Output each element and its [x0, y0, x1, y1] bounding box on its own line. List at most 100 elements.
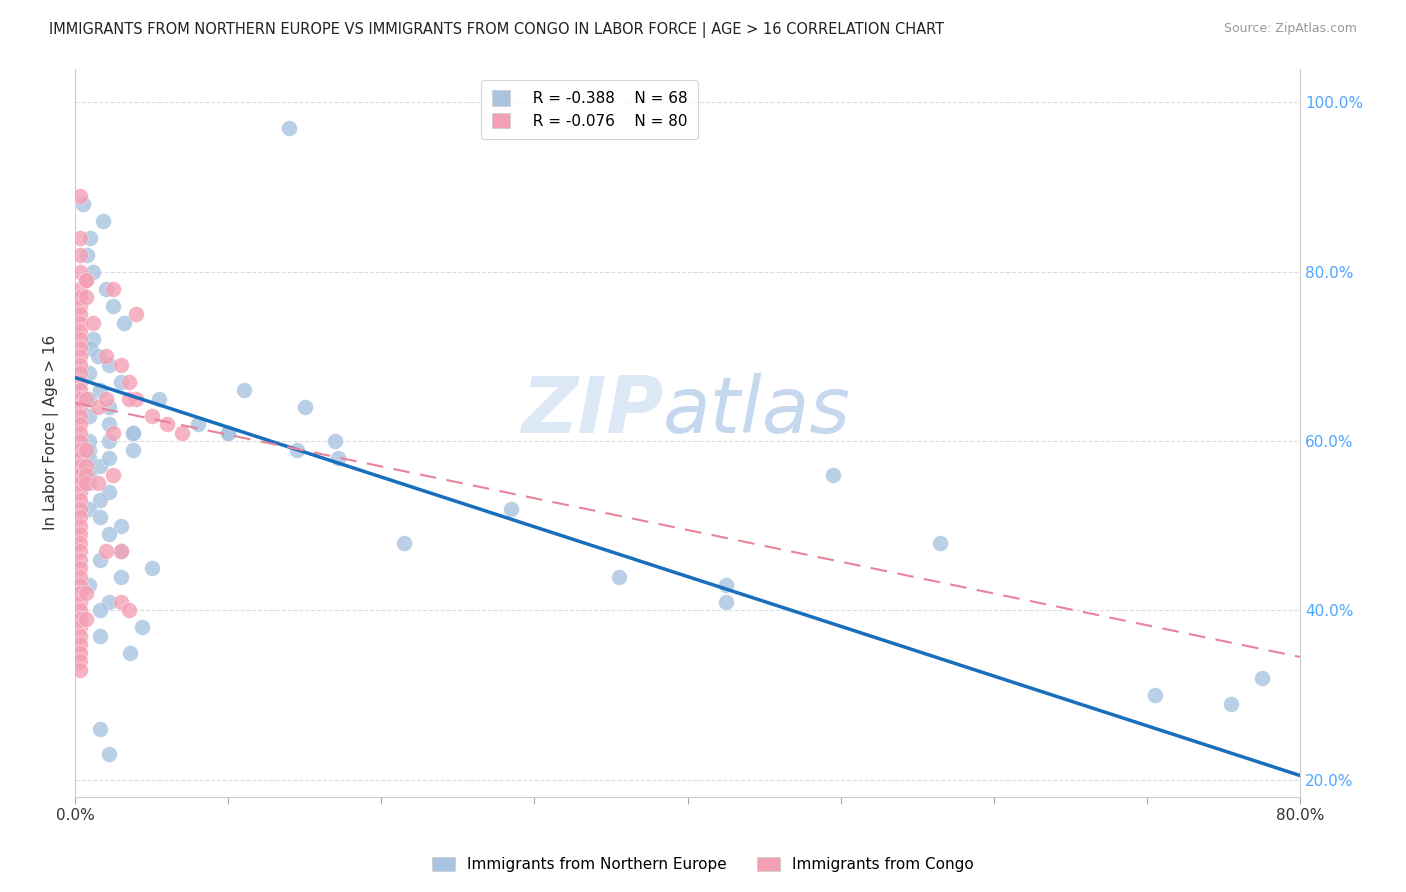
Point — [103, 467, 125, 482]
Point — [77, 409, 100, 423]
Text: Source: ZipAtlas.com: Source: ZipAtlas.com — [1223, 22, 1357, 36]
Point — [69, 375, 91, 389]
Point — [75, 476, 97, 491]
Point — [97, 595, 120, 609]
Point — [69, 450, 91, 465]
Point — [69, 603, 91, 617]
Point — [69, 501, 91, 516]
Point — [69, 231, 91, 245]
Point — [110, 544, 132, 558]
Point — [69, 493, 91, 508]
Point — [94, 282, 117, 296]
Point — [69, 510, 91, 524]
Point — [87, 400, 110, 414]
Point — [89, 552, 111, 566]
Text: ZIP: ZIP — [520, 373, 664, 449]
Point — [89, 459, 111, 474]
Point — [94, 350, 117, 364]
Point — [75, 586, 97, 600]
Point — [122, 442, 145, 457]
Point — [97, 434, 120, 448]
Point — [89, 384, 111, 398]
Point — [97, 358, 120, 372]
Point — [75, 442, 97, 457]
Point — [97, 400, 120, 414]
Point — [77, 450, 100, 465]
Point — [75, 392, 97, 406]
Point — [125, 392, 148, 406]
Point — [97, 747, 120, 762]
Point — [69, 578, 91, 592]
Point — [69, 527, 91, 541]
Point — [1143, 688, 1166, 702]
Point — [278, 120, 301, 135]
Point — [187, 417, 209, 431]
Point — [118, 603, 141, 617]
Point — [69, 392, 91, 406]
Point — [69, 552, 91, 566]
Point — [75, 290, 97, 304]
Point — [89, 510, 111, 524]
Point — [79, 231, 101, 245]
Point — [89, 603, 111, 617]
Point — [87, 350, 110, 364]
Point — [69, 282, 91, 296]
Point — [77, 501, 100, 516]
Point — [69, 434, 91, 448]
Point — [77, 476, 100, 491]
Point — [77, 367, 100, 381]
Text: atlas: atlas — [664, 373, 851, 449]
Point — [714, 595, 737, 609]
Point — [1220, 697, 1243, 711]
Point — [112, 316, 135, 330]
Point — [69, 637, 91, 651]
Point — [69, 646, 91, 660]
Point — [328, 450, 350, 465]
Point — [148, 392, 170, 406]
Point — [75, 459, 97, 474]
Point — [77, 442, 100, 457]
Point — [77, 392, 100, 406]
Point — [69, 629, 91, 643]
Point — [232, 384, 254, 398]
Point — [87, 476, 110, 491]
Point — [69, 367, 91, 381]
Point — [131, 620, 153, 634]
Point — [97, 527, 120, 541]
Point — [118, 392, 141, 406]
Point — [217, 425, 239, 440]
Point — [122, 425, 145, 440]
Point — [69, 544, 91, 558]
Point — [69, 620, 91, 634]
Point — [118, 375, 141, 389]
Point — [714, 578, 737, 592]
Point — [69, 333, 91, 347]
Point — [110, 544, 132, 558]
Point — [501, 501, 523, 516]
Point — [394, 535, 416, 549]
Point — [69, 384, 91, 398]
Point — [110, 569, 132, 583]
Point — [69, 299, 91, 313]
Point — [110, 358, 132, 372]
Legend:   R = -0.388    N = 68,   R = -0.076    N = 80: R = -0.388 N = 68, R = -0.076 N = 80 — [481, 79, 697, 139]
Point — [69, 265, 91, 279]
Point — [97, 417, 120, 431]
Point — [69, 612, 91, 626]
Point — [72, 197, 94, 211]
Point — [75, 273, 97, 287]
Point — [69, 476, 91, 491]
Point — [120, 646, 142, 660]
Point — [69, 595, 91, 609]
Point — [69, 518, 91, 533]
Point — [285, 442, 308, 457]
Point — [69, 350, 91, 364]
Point — [94, 392, 117, 406]
Point — [125, 307, 148, 321]
Point — [217, 425, 239, 440]
Point — [110, 595, 132, 609]
Point — [69, 654, 91, 668]
Point — [91, 214, 114, 228]
Point — [77, 434, 100, 448]
Point — [69, 400, 91, 414]
